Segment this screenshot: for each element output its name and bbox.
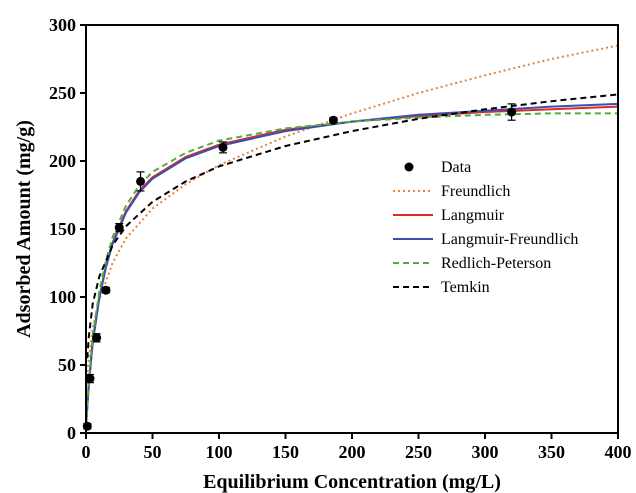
x-tick-label: 50 [144,442,162,462]
plot-frame [85,24,619,434]
x-tick-label: 400 [605,442,632,462]
legend-label-langmuir: Langmuir [441,207,505,224]
axes [85,24,619,434]
plot-points [82,103,517,431]
plot-lines [85,44,619,427]
x-tick-label: 350 [538,442,565,462]
data-point [136,176,146,186]
legend-label-data: Data [441,159,471,176]
y-tick-label: 50 [58,355,76,375]
series-line-redlich-peterson [85,112,618,427]
legend-label-temkin: Temkin [441,279,490,296]
data-point [101,285,111,295]
y-tick-label: 100 [49,287,76,307]
x-tick-label: 250 [405,442,432,462]
x-tick-label: 0 [82,442,91,462]
legend-marker-data [404,162,414,172]
x-tick-label: 300 [472,442,499,462]
x-tick-label: 200 [339,442,366,462]
y-tick-label: 150 [49,219,76,239]
legend: Data Freundlich Langmuir Langmuir-Freundlic… [393,159,578,296]
series-line-temkin [86,93,619,359]
ticks: 0 50 100 150 200 250 300 350 400 0 50 100 150 200 250 3… [49,15,632,462]
y-tick-label: 300 [49,15,76,35]
x-tick-label: 100 [206,442,233,462]
y-tick-label: 250 [49,83,76,103]
legend-label-freundlich: Freundlich [441,183,510,200]
data-point [82,421,92,431]
data-point [218,142,228,152]
x-tick-label: 150 [272,442,299,462]
series-line-freundlich [86,44,619,372]
legend-label-langmuir-freundlich: Langmuir-Freundlich [441,231,578,248]
y-tick-label: 0 [67,423,76,443]
data-point [85,374,95,384]
legend-label-redlich-peterson: Redlich-Peterson [441,255,551,272]
y-axis-label: Adsorbed Amount (mg/g) [13,120,35,338]
y-tick-label: 200 [49,151,76,171]
x-axis-label: Equilibrium Concentration (mg/L) [203,471,501,493]
data-point [92,333,102,343]
data-point [328,115,338,125]
data-point [114,223,124,233]
data-point [507,107,517,117]
